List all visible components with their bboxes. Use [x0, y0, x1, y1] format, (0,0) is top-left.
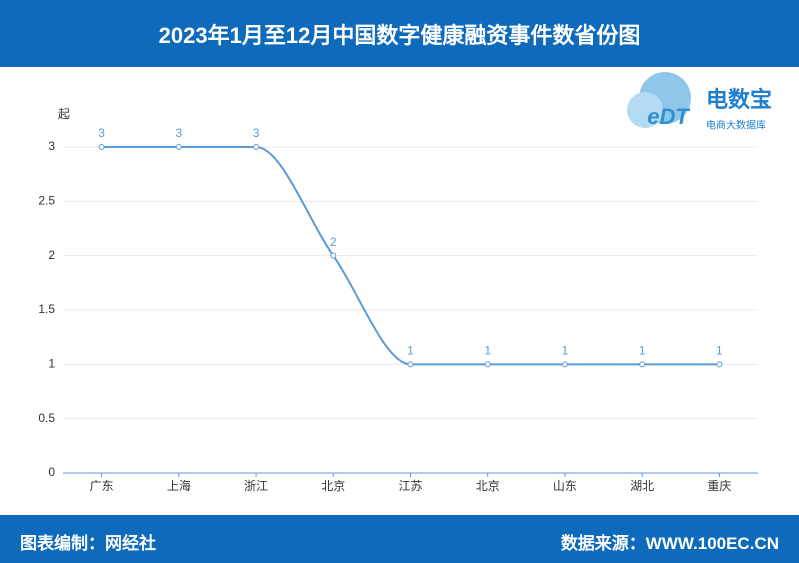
y-tick-label: 2.5 [38, 194, 55, 208]
y-tick-label: 1 [48, 357, 55, 371]
data-label: 1 [716, 344, 723, 358]
point [175, 144, 182, 150]
point [98, 144, 105, 150]
logo-mark: eDT [647, 104, 690, 129]
x-tick-label: 浙江 [244, 479, 268, 493]
header: 2023年1月至12月中国数字健康融资事件数省份图 [0, 0, 799, 67]
data-label: 3 [253, 126, 260, 140]
footer: 图表编制：网经社 数据来源：WWW.100EC.CN [0, 515, 799, 563]
y-tick-label: 1.5 [38, 302, 55, 316]
point [484, 361, 491, 368]
footer-right: 数据来源：WWW.100EC.CN [560, 534, 779, 553]
data-label: 3 [175, 126, 182, 140]
data-label: 2 [330, 235, 337, 249]
logo-cloud [627, 92, 663, 128]
line [101, 145, 720, 366]
data-label: 1 [407, 344, 414, 358]
footer-left: 图表编制：网经社 [20, 534, 156, 553]
logo-name: 电数宝 [706, 87, 772, 112]
x-tick-label: 山东 [553, 479, 577, 493]
data-label: 1 [484, 344, 491, 358]
point [716, 361, 723, 368]
x-tick-label: 北京 [321, 479, 345, 493]
point [253, 144, 260, 150]
point [330, 252, 337, 259]
y-tick-label: 0.5 [38, 411, 55, 425]
logo-tagline: 电商大数据库 [706, 119, 766, 132]
point [407, 361, 414, 368]
y-tick-label: 2 [48, 248, 55, 262]
x-tick-label: 上海 [167, 478, 191, 493]
data-label: 1 [562, 344, 569, 358]
data-label: 1 [639, 344, 646, 358]
title: 2023年1月至12月中国数字健康融资事件数省份图 [158, 22, 641, 48]
x-tick-label: 北京 [476, 479, 500, 493]
y-tick-label: 0 [48, 465, 55, 479]
data-label: 3 [98, 126, 105, 140]
point [639, 361, 646, 368]
point [561, 361, 568, 368]
y-tick-label: 3 [48, 139, 55, 153]
x-tick-label: 江苏 [398, 479, 422, 493]
x-tick-label: 湖北 [630, 478, 654, 493]
y-axis-label: 起 [58, 107, 70, 121]
x-tick-label: 重庆 [707, 479, 731, 493]
x-tick-label: 广东 [90, 479, 114, 493]
